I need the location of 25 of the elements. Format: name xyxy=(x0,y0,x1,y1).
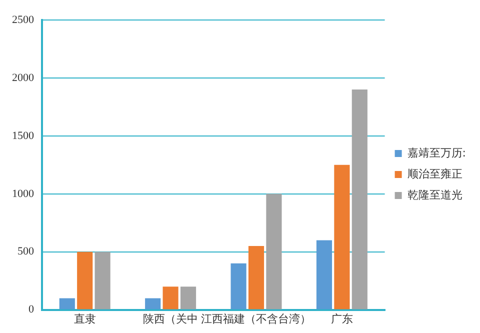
bar xyxy=(316,240,332,310)
bar xyxy=(230,263,246,310)
legend-label: 嘉靖至万历: xyxy=(407,146,466,160)
bar xyxy=(59,298,75,310)
y-tick-label: 2500 xyxy=(12,14,34,26)
x-tick-label: 陕西（关中 xyxy=(143,312,198,326)
y-tick-label: 500 xyxy=(18,246,34,258)
x-tick-label: 江西福建（不含台湾） xyxy=(201,312,312,326)
y-tick-label: 0 xyxy=(28,304,34,316)
bar xyxy=(145,298,161,310)
x-tick-label: 广东 xyxy=(330,312,353,326)
bar xyxy=(352,90,368,310)
bar xyxy=(94,252,110,310)
x-tick-label: 直隶 xyxy=(74,312,96,326)
y-tick-label: 1500 xyxy=(12,130,34,142)
bar xyxy=(266,194,282,310)
legend-label: 乾隆至道光 xyxy=(407,188,462,202)
bar xyxy=(180,286,196,310)
y-tick-label: 1000 xyxy=(12,188,34,200)
bar xyxy=(248,246,264,310)
y-tick-label: 2000 xyxy=(12,72,34,84)
bar xyxy=(77,252,93,310)
legend-label: 顺治至雍正 xyxy=(407,167,462,180)
bar xyxy=(334,164,350,310)
bar xyxy=(162,286,178,310)
